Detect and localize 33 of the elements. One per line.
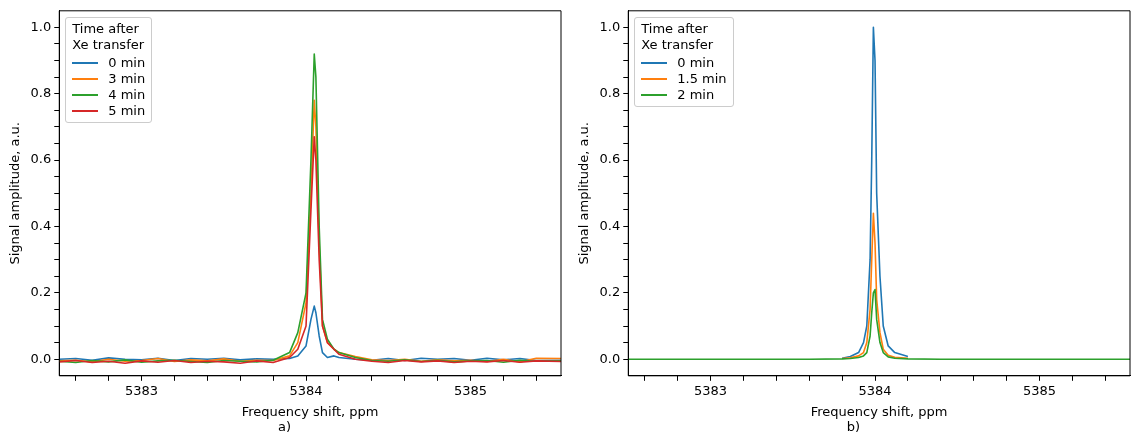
text: b): [845, 419, 862, 434]
y-tick-label: 0.4: [599, 217, 621, 233]
legend-label: 0 min: [677, 54, 715, 71]
y-axis-title: Signal amplitude, a.u.: [576, 122, 592, 265]
legend-label: 1.5 min: [677, 70, 727, 87]
legend-label: 3 min: [108, 70, 146, 87]
y-tick-label: 0.2: [30, 284, 52, 300]
y-tick-label: 0.2: [599, 284, 621, 300]
x-tick-label: 5383: [693, 382, 728, 398]
legend-label: 2 min: [677, 86, 715, 103]
x-tick-label: 5384: [858, 382, 892, 398]
legend-title: Time after Xe transfer: [72, 20, 146, 53]
y-tick-label: 1.0: [30, 18, 52, 34]
legend-label: 4 min: [108, 86, 146, 103]
y-tick-label: 0.6: [30, 151, 52, 167]
y-tick-label: 0.4: [30, 217, 52, 233]
legend-title: Time after Xe transfer: [641, 20, 715, 53]
y-tick-label: 0.0: [30, 350, 52, 366]
x-tick-label: 5385: [453, 382, 488, 398]
y-tick-label: 0.8: [599, 85, 621, 101]
x-tick-label: 5384: [289, 382, 323, 398]
y-tick-label: 0.8: [30, 85, 52, 101]
x-axis-title: Frequency shift, ppm: [810, 403, 948, 419]
x-tick-label: 5385: [1022, 382, 1057, 398]
x-tick-label: 5383: [124, 382, 159, 398]
text: a): [276, 419, 292, 434]
legend-label: 5 min: [108, 102, 146, 119]
y-tick-label: 0.0: [599, 350, 621, 366]
legend-label: 0 min: [108, 54, 146, 71]
y-axis-title: Signal amplitude, a.u.: [7, 122, 23, 265]
x-axis-title: Frequency shift, ppm: [241, 403, 379, 419]
y-tick-label: 1.0: [599, 18, 621, 34]
y-tick-label: 0.6: [599, 151, 621, 167]
